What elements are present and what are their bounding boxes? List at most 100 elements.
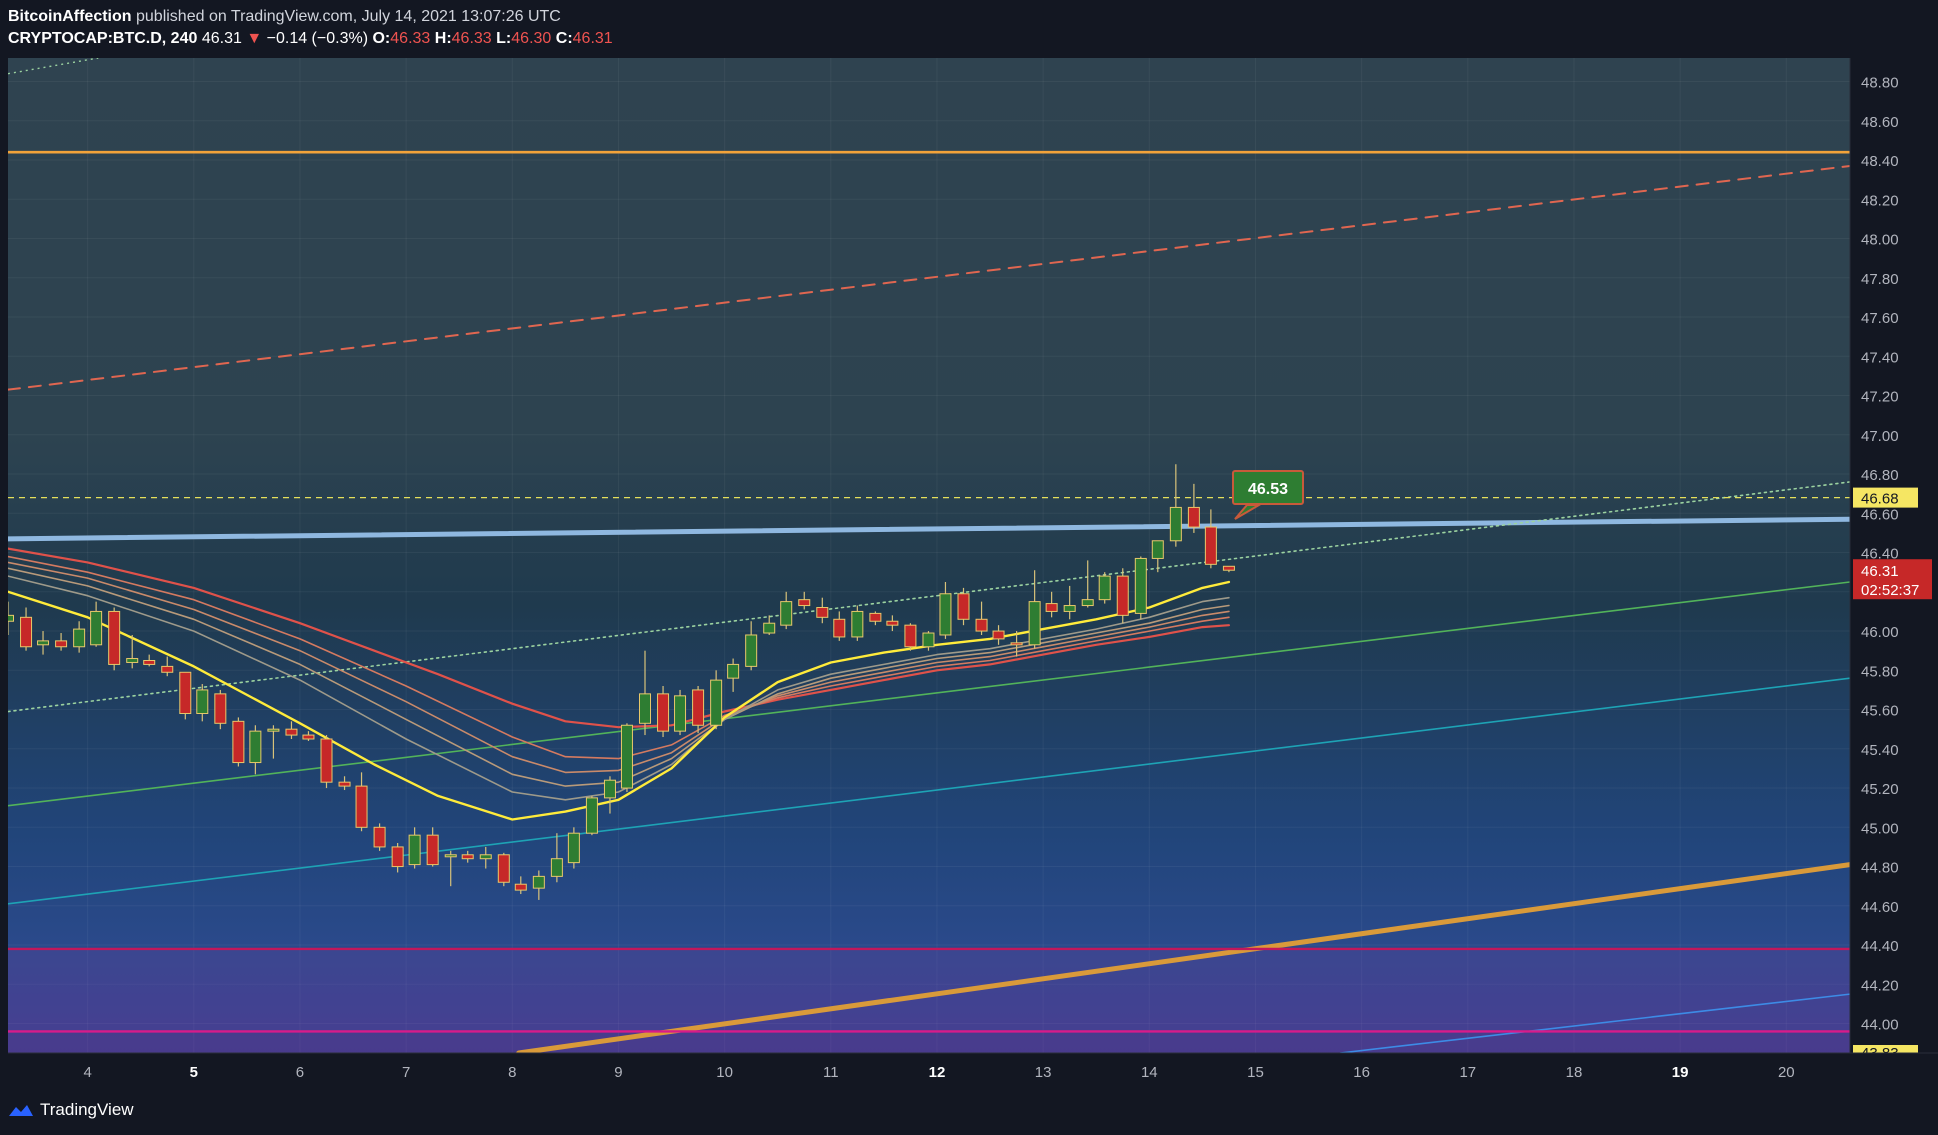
candle [179,671,192,720]
time-tick-label: 15 [1247,1064,1264,1081]
interval[interactable]: 240 [170,30,198,47]
candle-body-up [745,634,758,667]
candle-body-down [232,720,245,764]
candle-body-down [886,620,899,626]
footer-brand[interactable]: TradingView [40,1100,134,1119]
candle-body-up [8,614,14,622]
candle [657,686,670,738]
candle [302,731,315,741]
time-tick-label: 10 [716,1064,733,1081]
candle [957,587,970,626]
candle-body-down [426,834,439,866]
candle-body-up [851,610,864,638]
candle-body-down [320,738,333,783]
candle-body-down [1204,526,1217,565]
candle-body-down [143,659,156,665]
candle [532,870,545,900]
purple-zone-lower [8,1031,1850,1053]
callout-box [1232,470,1304,505]
ma-3 [8,567,1230,787]
candle [1063,585,1076,620]
price-tick-label: 45.60 [1861,703,1899,720]
price-tick-label: 45.80 [1861,663,1899,680]
callout-price-label: 46.53 [1248,481,1288,498]
candle [1151,540,1164,573]
ma-2 [8,575,1230,801]
candle [249,725,262,775]
purple-zone [8,948,1850,1032]
candle [1116,568,1129,624]
candle [55,633,68,651]
candle-body-up [249,730,262,764]
time-axis[interactable]: 4 5 6 7 8 9 10 11 12 13 14 15 16 17 18 19 20 [0,1052,1938,1088]
candle [886,615,899,632]
close-value: 46.31 [572,30,613,47]
candle-body-up [763,622,776,634]
candle-body-down [373,826,386,848]
candle-body-down [355,785,368,828]
candle [408,827,421,869]
candle [1222,565,1235,573]
price-change: −0.14 (−0.3%) [266,30,369,47]
candle [479,846,492,869]
candle [37,631,50,655]
candle-body-down [1116,575,1129,616]
candle-body-up [73,628,86,648]
candle-body-down [214,693,227,724]
candle-body-up [1151,540,1164,559]
candle [727,658,740,692]
candle [126,634,139,669]
candle-body-down [1187,506,1200,528]
candle [8,601,14,635]
candle-body-up [727,663,740,679]
price-tick-label: 46.60 [1861,506,1899,523]
price-tick-label: 44.60 [1861,899,1899,916]
candle [73,621,86,653]
candle [514,876,527,895]
green-channel-line [8,581,1850,807]
candle [232,717,245,767]
symbol-name[interactable]: CRYPTOCAP:BTC.D [8,30,162,47]
candle-body-down [108,610,121,665]
candle-body-down [816,607,829,618]
candle-body-up [1081,599,1094,607]
candle-body-down [975,618,988,632]
candle [161,656,174,677]
candle [373,823,386,851]
candle-body-down [798,599,811,607]
time-tick-label: 17 [1459,1064,1476,1081]
candle-body-down [692,689,705,726]
price-axis[interactable]: 48.80 48.60 48.40 48.20 48.00 47.80 47.60 47.40… [1849,58,1938,1062]
price-tick-label: 47.20 [1861,389,1899,406]
chart-header: BitcoinAffection published on TradingVie… [8,8,613,47]
candle [20,607,33,651]
time-tick-label: 11 [823,1064,839,1081]
candle [391,843,404,873]
candle [603,776,616,814]
candle-body-up [126,658,139,663]
candle [1204,509,1217,569]
teal-channel-line [8,677,1850,905]
candle-body-up [1063,605,1076,612]
time-tick-label: 20 [1778,1064,1795,1081]
candle-body-up [603,779,616,799]
candle-body-down [1010,642,1023,646]
price-tick-label: 48.00 [1861,232,1899,249]
published-text: published on TradingView.com, July 14, 2… [136,8,561,25]
candle-body-down [391,846,404,868]
candle [745,621,758,671]
candle [869,611,882,626]
time-tick-label: 9 [614,1064,622,1081]
open-label: O: [372,30,391,47]
time-tick-label: 19 [1672,1064,1689,1081]
bottom-partial-tag [1853,1045,1918,1053]
author-name[interactable]: BitcoinAffection [8,8,132,25]
time-axis-background [0,1053,1938,1088]
dashed-red-trendline [8,164,1850,391]
candle [1169,464,1182,547]
candle [1134,556,1147,620]
price-tick-label: 48.60 [1861,114,1899,131]
candle-body-up [922,632,935,648]
candle [620,723,633,792]
